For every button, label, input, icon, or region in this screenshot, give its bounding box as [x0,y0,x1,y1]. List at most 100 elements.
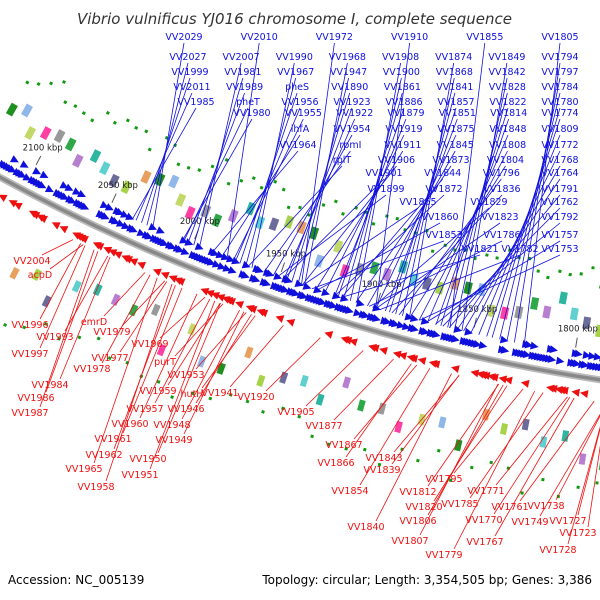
rna-feature-box [569,307,579,321]
reverse-gene-label: VV1785 [441,499,478,510]
forward-gene-label: VV1757 [541,230,578,241]
tick-label: 2050 kbp [98,181,138,191]
forward-leader-line [340,254,481,299]
reverse-leader-line [494,397,575,537]
forward-gene-label: VV1842 [489,67,526,78]
forward-gene-arrow [240,271,250,279]
forward-gene-arrow [175,245,185,253]
rna-feature-box [333,239,344,254]
marker-dot [77,335,82,340]
forward-leader-line [340,178,444,299]
forward-leader-line [141,77,191,223]
reverse-leader-line [375,373,452,522]
forward-gene-label: VV1792 [541,212,578,223]
reverse-gene-label: VV1770 [465,515,502,526]
forward-gene-arrow [547,355,557,363]
rna-feature-box [315,393,325,406]
forward-gene-label: VV1848 [489,124,526,135]
rna-feature-box [254,215,266,230]
reverse-gene-label: VV1854 [331,486,368,497]
rna-feature-box [308,226,320,241]
forward-leader-line [283,118,356,280]
forward-gene-label: rpmI [339,140,361,151]
tick-mark [377,292,381,303]
reverse-gene-arrow [275,315,285,323]
reverse-gene-arrow [227,298,236,306]
reverse-gene-arrow [324,331,334,339]
forward-gene-label: VV1972 [316,32,353,43]
forward-leader-line [418,150,508,321]
reverse-gene-arrow [348,338,358,347]
forward-gene-arrow [588,351,597,360]
topology-text: Topology: circular; Length: 3,354,505 bp… [262,573,592,587]
rna-feature-box [99,161,111,176]
rna-feature-box [92,283,103,297]
reverse-leader-line [139,293,198,419]
marker-dot [49,81,54,86]
forward-gene-label: VV1879 [387,108,424,119]
marker-dot [298,205,302,210]
reverse-gene-arrow [59,226,69,234]
reverse-leader-line [181,309,240,420]
reverse-gene-label: VV1959 [139,386,176,397]
reverse-gene-arrow [103,246,113,255]
forward-gene-arrow [180,247,190,255]
reverse-gene-label: VV1727 [549,516,586,527]
forward-leader-line [221,134,301,257]
forward-gene-label: VV1968 [329,52,366,63]
forward-gene-label: VV2010 [241,32,278,43]
reverse-gene-arrow [205,290,215,298]
forward-gene-label: VV1784 [541,82,578,93]
forward-gene-arrow [60,192,69,200]
forward-leader-line [391,194,503,314]
tick-label: 2000 kbp [180,217,220,227]
tick-mark [35,155,42,166]
rna-feature-box [595,324,600,338]
marker-dot [186,165,191,170]
reverse-leader-line [39,249,95,408]
rna-feature-box [31,268,42,282]
reverse-gene-label: VV1948 [153,420,190,431]
forward-gene-arrow [148,222,158,231]
reverse-gene-label: VV1941 [201,388,238,399]
forward-leader-line [463,165,561,332]
reverse-gene-label: VV1749 [511,517,548,528]
forward-leader-line [426,240,561,323]
forward-gene-label: VV1780 [541,97,578,108]
forward-gene-label: VV1861 [384,82,421,93]
forward-leader-line [301,165,397,286]
marker-dot [96,336,101,341]
forward-leader-line [435,222,561,325]
forward-gene-label: VV1844 [424,168,461,179]
reverse-gene-arrow [200,288,210,296]
forward-leader-line [182,118,253,241]
reverse-gene-arrow [470,369,480,378]
forward-gene-arrow [77,189,86,198]
forward-gene-arrow [453,325,462,333]
forward-gene-label: VV1964 [279,140,316,151]
reverse-gene-arrow [0,194,8,203]
rna-feature-box [499,423,509,435]
forward-gene-arrow [261,278,271,287]
marker-dot [63,100,68,105]
forward-gene-arrow [593,352,600,361]
backbone-outer [0,173,600,384]
rna-feature-box [438,416,447,429]
forward-gene-label: VV1947 [330,67,367,78]
forward-gene-label: VV2007 [223,52,260,63]
reverse-gene-label: VV1843 [365,453,402,464]
reverse-gene-arrow [490,373,499,382]
reverse-gene-label: VV1866 [317,458,354,469]
reverse-leader-line [45,251,99,393]
forward-gene-label: VV1875 [437,124,474,135]
forward-gene-label: VV1919 [385,124,422,135]
forward-gene-label: VV2027 [169,52,206,63]
forward-leader-line [302,207,419,286]
reverse-leader-line [113,285,176,450]
forward-gene-label: VV1985 [177,97,214,108]
rna-feature-box [71,153,84,168]
reverse-gene-arrow [51,222,61,230]
marker-dot [546,275,550,280]
reverse-gene-arrow [571,388,580,397]
reverse-leader-line [495,396,568,486]
